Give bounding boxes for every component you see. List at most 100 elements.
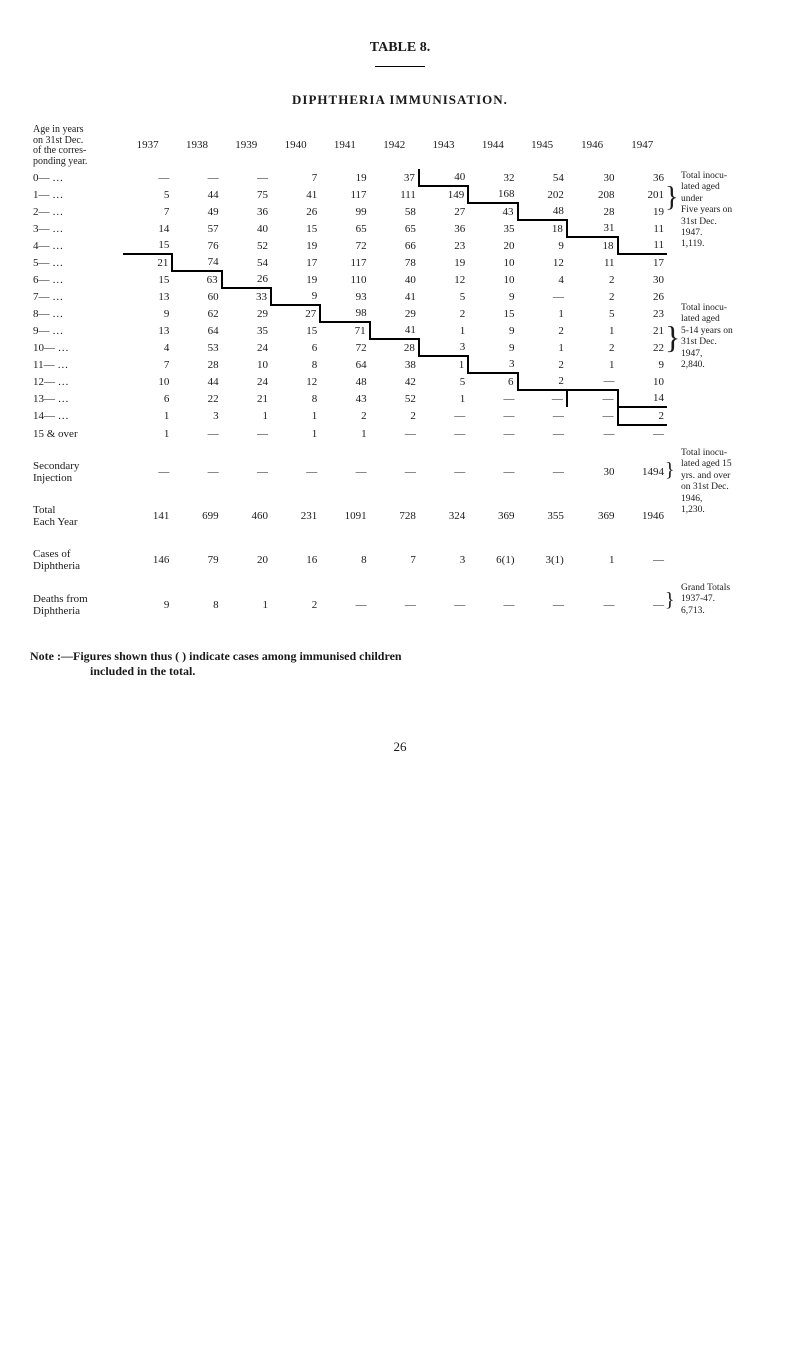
cell: 460 xyxy=(222,502,271,530)
cell: 24 xyxy=(222,373,271,390)
cell: 15 xyxy=(468,305,517,322)
cell: 4 xyxy=(123,339,172,356)
corres-note-l1: Age in years xyxy=(33,124,84,135)
cell: 18 xyxy=(567,237,618,254)
table-row: 8— … 9 62 29 27 98 29 2 15 1 5 23 xyxy=(30,305,667,322)
cell: 23 xyxy=(618,305,667,322)
cell: 62 xyxy=(172,305,221,322)
cell: 6 xyxy=(468,373,517,390)
cell: 23 xyxy=(419,237,468,254)
cell: — xyxy=(618,591,667,619)
cell: 16 xyxy=(271,546,320,574)
table-row: 1— … 5 44 75 41 117 111 149 168 202 208 … xyxy=(30,186,667,203)
table-title: TABLE 8. xyxy=(30,40,770,56)
cell: 2 xyxy=(567,271,618,288)
cell: 10 xyxy=(468,254,517,271)
cell: 57 xyxy=(172,220,221,237)
year-1937: 1937 xyxy=(123,123,172,169)
cell: 111 xyxy=(370,186,419,203)
cell: 78 xyxy=(370,254,419,271)
corres-note-l4: ponding year. xyxy=(33,156,87,167)
cell: — xyxy=(518,425,567,442)
cell: 15 xyxy=(271,220,320,237)
cell: — xyxy=(419,458,468,486)
cell: 71 xyxy=(320,322,369,339)
cell: 20 xyxy=(468,237,517,254)
cell: 9 xyxy=(123,591,172,619)
year-1944: 1944 xyxy=(468,123,517,169)
table-row: 2— … 7 49 36 26 99 58 27 43 48 28 19 xyxy=(30,203,667,220)
cell: 8 xyxy=(271,390,320,407)
cell: 27 xyxy=(419,203,468,220)
row-label: 10— … xyxy=(30,339,123,356)
cell: 27 xyxy=(271,305,320,322)
cell: 75 xyxy=(222,186,271,203)
cell: 30 xyxy=(567,458,618,486)
cell: 2 xyxy=(518,356,567,373)
cell: 146 xyxy=(123,546,172,574)
cell: 117 xyxy=(320,186,369,203)
cell: — xyxy=(222,458,271,486)
cell: 1 xyxy=(123,425,172,442)
cell: 7 xyxy=(123,203,172,220)
cell: 2 xyxy=(618,407,667,425)
cell: — xyxy=(370,591,419,619)
cell: 38 xyxy=(370,356,419,373)
cell: — xyxy=(468,407,517,425)
main-layout: Age in years on 31st Dec. of the corres-… xyxy=(30,123,770,619)
cell: 231 xyxy=(271,502,320,530)
cell: 141 xyxy=(123,502,172,530)
cell: 8 xyxy=(320,546,369,574)
cell: 40 xyxy=(419,169,468,186)
cell: 52 xyxy=(222,237,271,254)
cell: 10 xyxy=(123,373,172,390)
cell: 1 xyxy=(518,305,567,322)
table-row: 6— … 15 63 26 19 110 40 12 10 4 2 30 xyxy=(30,271,667,288)
table-row: 9— … 13 64 35 15 71 41 1 9 2 1 21 xyxy=(30,322,667,339)
year-1941: 1941 xyxy=(320,123,369,169)
year-1939: 1939 xyxy=(222,123,271,169)
cell: 19 xyxy=(419,254,468,271)
cell: 11 xyxy=(567,254,618,271)
row-label: 0— … xyxy=(30,169,123,186)
cell: — xyxy=(567,425,618,442)
cell: 52 xyxy=(370,390,419,407)
cell: 12 xyxy=(271,373,320,390)
cell: — xyxy=(518,288,567,305)
cell: 28 xyxy=(172,356,221,373)
cell: 1 xyxy=(271,425,320,442)
cell: 5 xyxy=(419,373,468,390)
cell: 20 xyxy=(222,546,271,574)
table-row: 14— … 1 3 1 1 2 2 — — — — 2 xyxy=(30,407,667,425)
note-line: Note :—Figures shown thus ( ) indicate c… xyxy=(30,649,770,679)
note-text-2: included in the total. xyxy=(90,664,195,678)
year-1943: 1943 xyxy=(419,123,468,169)
year-1946: 1946 xyxy=(567,123,618,169)
table-row: 13— … 6 22 21 8 43 52 1 — — — 14 xyxy=(30,390,667,407)
cell: 3 xyxy=(419,546,468,574)
table-row: 12— … 10 44 24 12 48 42 5 6 2 — 10 xyxy=(30,373,667,390)
cell: 54 xyxy=(222,254,271,271)
cell: 17 xyxy=(271,254,320,271)
cell: — xyxy=(468,458,517,486)
row-label: 11— … xyxy=(30,356,123,373)
cell: 10 xyxy=(618,373,667,390)
cell: — xyxy=(320,458,369,486)
corres-note-l3: of the corres- xyxy=(33,145,86,156)
annotation-under-5: } Total inocu- lated aged under Five yea… xyxy=(675,171,732,251)
cell: 8 xyxy=(271,356,320,373)
cell: 48 xyxy=(320,373,369,390)
cell: 10 xyxy=(222,356,271,373)
row-label: 9— … xyxy=(30,322,123,339)
cell: 5 xyxy=(123,186,172,203)
cell: 49 xyxy=(172,203,221,220)
cell: 31 xyxy=(567,220,618,237)
cell: 15 xyxy=(123,271,172,288)
cell: 1 xyxy=(567,322,618,339)
deaths-label: Deaths from Diphtheria xyxy=(30,591,123,619)
cell: 9 xyxy=(468,288,517,305)
row-label: 12— … xyxy=(30,373,123,390)
deaths-l1: Deaths from xyxy=(33,593,88,605)
cell: — xyxy=(172,458,221,486)
cell: 74 xyxy=(172,254,221,271)
